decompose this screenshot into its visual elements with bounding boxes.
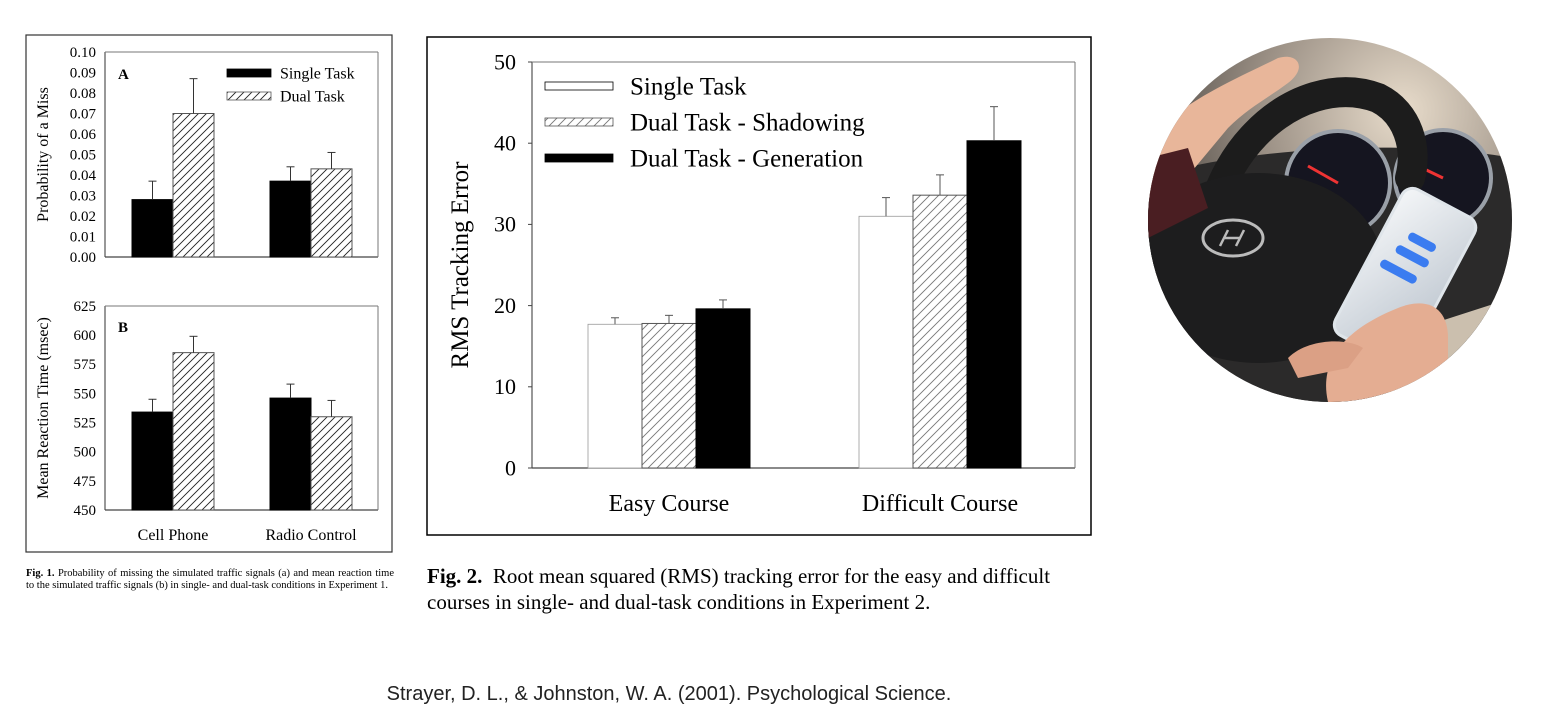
bar: [966, 140, 1022, 469]
fig1-caption: Fig. 1. Probability of missing the simul…: [26, 568, 394, 592]
y-tick-label: 40: [494, 130, 516, 155]
bar: [310, 168, 353, 258]
y-tick-label: 0: [505, 455, 516, 480]
hyundai-logo: [1201, 218, 1265, 258]
y-axis-label: Mean Reaction Time (msec): [35, 317, 52, 499]
fig2-caption-label: Fig. 2.: [427, 564, 483, 588]
legend-swatch: [544, 81, 614, 91]
y-tick-label: 500: [74, 445, 97, 461]
fig2-caption-text: Root mean squared (RMS) tracking error f…: [427, 564, 1051, 614]
y-tick-label: 0.06: [70, 127, 97, 143]
y-tick-label: 0.08: [70, 86, 96, 102]
y-tick-label: 20: [494, 293, 516, 318]
legend-label: Dual Task - Shadowing: [630, 109, 865, 136]
bar: [310, 416, 353, 511]
fig1a-chart: 0.00 0.01 0.02 0.03 0.04 0.05 0.06 0.07 0.08 0.09…: [35, 45, 379, 266]
fig1-frame: [25, 34, 393, 553]
bar: [587, 323, 643, 469]
y-tick-label: 0.10: [70, 45, 96, 61]
bar: [131, 411, 174, 511]
legend-swatch: [226, 91, 272, 101]
bar: [269, 397, 312, 511]
y-tick-label: 0.09: [70, 65, 96, 81]
y-tick-label: 30: [494, 212, 516, 237]
panel-label: A: [118, 67, 129, 83]
bar: [912, 194, 968, 469]
y-tick-label: 0.04: [70, 168, 97, 184]
bar: [172, 352, 215, 511]
y-tick-label: 0.02: [70, 209, 96, 225]
fig1-caption-text: Probability of missing the simulated tra…: [26, 568, 395, 591]
y-tick-label: 0.07: [70, 106, 97, 122]
y-axis-label: Probability of a Miss: [35, 87, 52, 222]
driver-texting-photo: [1148, 38, 1512, 402]
fig2-frame: [426, 36, 1092, 536]
y-tick-label: 50: [494, 49, 516, 74]
bar: [858, 215, 914, 469]
y-tick-label: 0.00: [70, 250, 96, 266]
y-tick-label: 625: [74, 299, 97, 315]
y-tick-label: 0.05: [70, 147, 96, 163]
citation: Strayer, D. L., & Johnston, W. A. (2001)…: [386, 683, 952, 705]
y-tick-label: 475: [74, 474, 97, 490]
bar: [695, 308, 751, 469]
y-tick-label: 550: [74, 386, 97, 402]
x-category-label: Easy Course: [609, 491, 730, 517]
bar: [641, 322, 697, 469]
y-axis-label: RMS Tracking Error: [447, 161, 474, 369]
x-category-label: Difficult Course: [862, 491, 1018, 517]
legend-label: Dual Task - Generation: [630, 145, 864, 172]
legend-label: Single Task: [630, 73, 747, 100]
y-tick-label: 10: [494, 374, 516, 399]
fig2-chart: 0 10 20 30 40 50 RMS Tracking Error Easy Course…: [447, 49, 1076, 517]
y-tick-label: 600: [74, 328, 97, 344]
y-tick-label: 450: [74, 503, 97, 519]
x-category-label: Cell Phone: [138, 527, 209, 544]
steering-wheel-hub: [1148, 173, 1383, 363]
legend-swatch: [226, 68, 272, 78]
fig2-caption: Fig. 2. Root mean squared (RMS) tracking…: [427, 563, 1099, 615]
legend-swatch: [544, 153, 614, 163]
legend-swatch: [544, 117, 614, 127]
bar: [172, 113, 215, 258]
legend-label: Single Task: [280, 65, 355, 82]
bar: [269, 180, 312, 258]
legend-label: Dual Task: [280, 88, 345, 105]
x-category-label: Radio Control: [265, 527, 357, 544]
y-tick-label: 525: [74, 416, 97, 432]
fig1b-chart: 450 475 500 525 550 575 600 625 Mean Reaction Ti…: [35, 299, 379, 544]
fig1-caption-label: Fig. 1.: [26, 568, 55, 579]
panel-label: B: [118, 320, 128, 336]
bar: [131, 199, 174, 258]
y-tick-label: 575: [74, 357, 97, 373]
y-tick-label: 0.01: [70, 229, 96, 245]
y-tick-label: 0.03: [70, 188, 96, 204]
